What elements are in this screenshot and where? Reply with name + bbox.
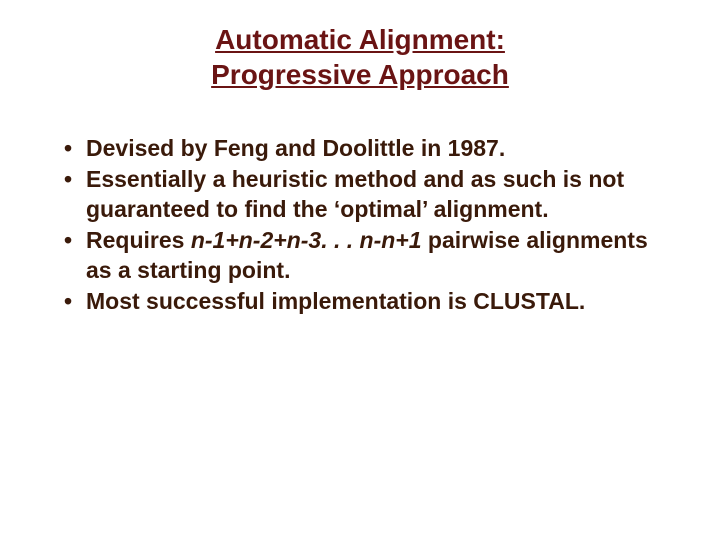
slide: Automatic Alignment: Progressive Approac… bbox=[0, 0, 720, 540]
slide-title: Automatic Alignment: Progressive Approac… bbox=[0, 22, 720, 92]
list-item: • Most successful implementation is CLUS… bbox=[50, 287, 670, 316]
bullet-text: Most successful implementation is CLUSTA… bbox=[86, 287, 670, 316]
bullet-dot-icon: • bbox=[50, 165, 86, 194]
bullet-text: Devised by Feng and Doolittle in 1987. bbox=[86, 134, 670, 163]
bullet-dot-icon: • bbox=[50, 226, 86, 255]
bullet-text: Requires n-1+n-2+n-3. . . n-n+1 pairwise… bbox=[86, 226, 670, 285]
bullet-dot-icon: • bbox=[50, 134, 86, 163]
list-item: • Requires n-1+n-2+n-3. . . n-n+1 pairwi… bbox=[50, 226, 670, 285]
bullet-text: Essentially a heuristic method and as su… bbox=[86, 165, 670, 224]
bullet-dot-icon: • bbox=[50, 287, 86, 316]
title-line-1: Automatic Alignment: bbox=[215, 24, 505, 55]
bullet-italic: n-1+n-2+n-3. . . n-n+1 bbox=[191, 227, 422, 253]
bullet-pre: Requires bbox=[86, 227, 191, 253]
list-item: • Essentially a heuristic method and as … bbox=[50, 165, 670, 224]
bullet-list: • Devised by Feng and Doolittle in 1987.… bbox=[50, 134, 670, 317]
title-line-2: Progressive Approach bbox=[211, 59, 509, 90]
list-item: • Devised by Feng and Doolittle in 1987. bbox=[50, 134, 670, 163]
